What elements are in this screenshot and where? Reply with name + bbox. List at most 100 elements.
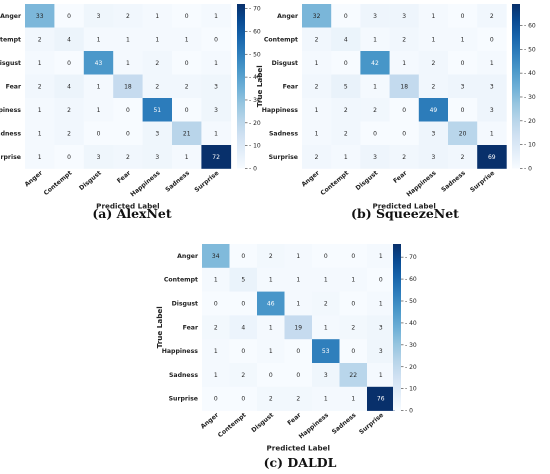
cell-value: 1 <box>379 301 383 308</box>
col-label-contempt: Contempt <box>43 170 74 197</box>
cell-value: 1 <box>97 36 101 43</box>
cell-value: 1 <box>214 13 218 20</box>
heatmap-cell <box>142 145 173 169</box>
heatmap-cell <box>302 98 332 122</box>
cell-value: 0 <box>214 301 218 308</box>
heatmap-cell <box>477 121 507 146</box>
heatmap-cell <box>202 339 230 364</box>
x-axis-label: Predicted Label <box>267 444 330 453</box>
cell-value: 22 <box>349 372 357 379</box>
row-label-sadness: Sadness <box>169 372 198 379</box>
col-label-contempt: Contempt <box>217 412 248 439</box>
cell-value: 2 <box>67 107 71 114</box>
row-label-anger: Anger <box>277 13 299 20</box>
heatmap-cell <box>25 4 55 28</box>
cell-value: 72 <box>212 154 220 161</box>
heatmap-cell <box>339 339 368 364</box>
cell-value: 2 <box>155 83 159 90</box>
cell-value: 0 <box>402 130 406 137</box>
heatmap-cell <box>257 386 285 411</box>
col-label-surprise: Surprise <box>358 412 385 436</box>
cell-value: 0 <box>185 60 189 67</box>
cell-value: 42 <box>371 60 379 67</box>
cell-value: 1 <box>296 277 300 284</box>
heatmap-cell <box>83 145 114 169</box>
heatmap-cell <box>339 291 368 316</box>
heatmap-cell <box>142 121 173 146</box>
x-axis-label: Predicted Label <box>372 202 435 211</box>
heatmap-cell <box>25 27 55 52</box>
cell-value: 1 <box>214 277 218 284</box>
cell-value: 3 <box>490 107 494 114</box>
cell-value: 53 <box>322 348 330 355</box>
cell-value: 3 <box>155 130 159 137</box>
cell-value: 1 <box>324 324 328 331</box>
heatmap-cell <box>54 74 85 99</box>
heatmap-cell <box>202 244 230 269</box>
heatmap-panel-daldl: (c) DALDL 34 0 2 1 0 0 1 1 5 1 1 1 1 0 0 0 46 1 2 0 1 2 4 1 19 1 2… <box>155 244 417 470</box>
colorbar <box>512 4 520 169</box>
cell-value: 1 <box>490 130 494 137</box>
cell-value: 4 <box>241 324 245 331</box>
col-label-happiness: Happiness <box>405 169 438 198</box>
heatmap-cell <box>331 74 361 99</box>
heatmap-cell <box>113 74 143 99</box>
cell-value: 2 <box>373 107 377 114</box>
heatmap-cell <box>202 315 230 340</box>
cell-value: 69 <box>488 154 496 161</box>
cell-value: 0 <box>379 277 383 284</box>
heatmap-cell <box>360 121 390 146</box>
cell-value: 2 <box>126 154 130 161</box>
cell-value: 21 <box>183 130 191 137</box>
heatmap-cell <box>418 121 449 146</box>
colorbar-tick-label: - 30 <box>249 97 261 104</box>
heatmap-cell <box>142 27 173 52</box>
cell-value: 2 <box>67 130 71 137</box>
col-label-sadness: Sadness <box>331 412 358 436</box>
cell-value: 0 <box>324 253 328 260</box>
cell-value: 1 <box>324 277 328 284</box>
col-label-fear: Fear <box>286 411 303 427</box>
heatmap-cell <box>312 315 340 340</box>
cell-value: 3 <box>214 83 218 90</box>
row-label-contempt: Contempt <box>264 36 298 43</box>
heatmap-cell <box>25 145 55 169</box>
heatmap-cell <box>331 98 361 122</box>
colorbar-tick-label: - 0 <box>249 166 257 173</box>
heatmap-cell <box>142 51 173 75</box>
heatmap-cell <box>389 74 420 99</box>
col-label-contempt: Contempt <box>319 170 350 197</box>
cell-value: 0 <box>296 348 300 355</box>
heatmap-cell <box>312 386 340 411</box>
heatmap-cell <box>302 121 332 146</box>
heatmap-cell <box>201 145 232 169</box>
cell-value: 2 <box>431 60 435 67</box>
cell-value: 0 <box>185 107 189 114</box>
cell-value: 1 <box>379 372 383 379</box>
cell-value: 1 <box>373 36 377 43</box>
cell-value: 32 <box>313 13 321 20</box>
heatmap-cell <box>54 51 85 75</box>
heatmap-cell <box>312 267 340 292</box>
heatmap-cell <box>339 315 368 340</box>
heatmap-cell <box>284 267 313 292</box>
cell-value: 1 <box>214 372 218 379</box>
heatmap-cell <box>25 51 55 75</box>
colorbar-tick-label: - 60 <box>249 28 261 35</box>
cell-value: 3 <box>214 107 218 114</box>
heatmap-cell <box>367 267 395 292</box>
cell-value: 3 <box>97 154 101 161</box>
cell-value: 34 <box>212 253 220 260</box>
heatmap-cell <box>389 98 420 122</box>
cell-value: 2 <box>126 13 130 20</box>
colorbar <box>393 244 401 411</box>
cell-value: 1 <box>379 253 383 260</box>
heatmap-cell <box>448 27 478 52</box>
heatmap-cell <box>284 339 313 364</box>
cell-value: 1 <box>315 107 319 114</box>
cell-value: 3 <box>97 13 101 20</box>
cell-value: 1 <box>97 83 101 90</box>
cell-value: 0 <box>67 60 71 67</box>
heatmap-cell <box>284 315 313 340</box>
row-label-contempt: Contempt <box>0 36 21 43</box>
